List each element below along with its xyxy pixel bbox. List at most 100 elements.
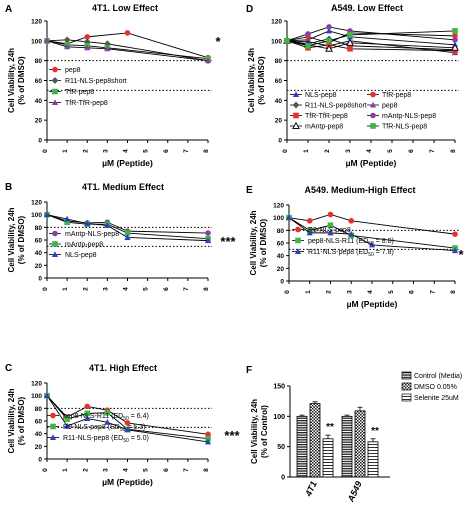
y-tick-label: 100: [31, 38, 42, 45]
bar: [354, 410, 366, 478]
series-line: [46, 40, 209, 62]
data-point: [347, 32, 353, 38]
legend-label: R9-NLS-pep8: [308, 227, 351, 234]
data-point: [452, 37, 458, 43]
legend-marker: [52, 88, 58, 95]
x-tick-label: 3: [346, 290, 353, 294]
legend-label: TfR-pep8: [382, 92, 411, 99]
x-tick-label: 3: [102, 468, 109, 472]
chart-title: 4T1. Medium Effect: [82, 182, 164, 192]
legend-label: R11-NLS-pep8 (ED50 = 7.8): [308, 249, 394, 258]
legend-marker: [52, 230, 58, 237]
x-tick-label: 2: [326, 290, 333, 294]
legend-label: pep8-NLS-R11 (ED50 = 8.8): [308, 238, 394, 247]
legend-marker: [51, 251, 59, 257]
legend-label-part: R9-NLS-pep8 (ED: [63, 424, 120, 431]
x-tick-label: 4: [123, 287, 130, 291]
y-tick-label: 20: [275, 118, 283, 125]
legend-label-part: = 8.8): [374, 238, 394, 245]
data-point: [327, 229, 334, 236]
legend-marker: [50, 412, 56, 419]
data-point: [104, 222, 111, 228]
data-point: [124, 30, 131, 36]
x-tick-label: 3: [345, 149, 352, 153]
x-tick-label: 2: [82, 468, 89, 472]
legend-label: mAntp-pep8: [65, 242, 103, 249]
x-tick-label: 0: [42, 149, 49, 153]
legend-marker: [370, 123, 376, 129]
data-point: [124, 426, 131, 433]
y-tick-label: 0: [38, 276, 42, 283]
chart-title: 4T1. Low Effect: [92, 3, 158, 13]
chart-title: A549. Low Effect: [331, 3, 403, 13]
data-point: [452, 33, 458, 39]
y-axis-label: (% of DMSO): [17, 56, 26, 105]
legend-marker: [52, 241, 58, 247]
bar: [309, 403, 321, 478]
chart-title: A549. Medium-High Effect: [304, 185, 415, 195]
x-tick-label: 4: [123, 149, 130, 153]
x-tick-label: 1: [305, 290, 312, 294]
y-axis-label: (% of Control): [260, 405, 269, 458]
legend-marker: [293, 112, 299, 119]
legend-label: NLS-pep8: [305, 92, 337, 99]
y-tick-label: 120: [31, 381, 42, 388]
y-tick-label: 40: [35, 250, 43, 257]
legend-marker: [369, 101, 377, 108]
panel-letter: F: [246, 365, 252, 376]
legend-label-subscript: 50: [120, 427, 126, 433]
data-point: [205, 230, 211, 236]
panel-d: D A549. Low Effect 0 20 40 60 80 100 120 0 1 2 3 4 5 6 7…: [246, 3, 459, 168]
data-point: [452, 231, 458, 237]
legend-marker: [295, 237, 301, 244]
legend-label-part: pep8-NLS-R11 (ED: [63, 413, 123, 420]
y-tick-label: 100: [31, 393, 42, 400]
data-point: [84, 220, 91, 227]
y-axis-label: Cell Viability, 24h: [7, 207, 16, 272]
legend-marker: [49, 434, 57, 440]
x-tick-label: 7: [183, 149, 190, 153]
x-tick-label: 0: [42, 287, 49, 291]
data-point: [325, 44, 333, 52]
data-point: [451, 247, 459, 254]
significance-annotation: *: [458, 247, 464, 262]
x-tick-label: 0: [284, 290, 291, 294]
y-axis-label: Cell Viability, 24h: [250, 399, 259, 464]
legend-marker: [370, 112, 376, 119]
significance-annotation: **: [371, 426, 379, 437]
legend-label: R11-NLS-pep8short: [65, 78, 127, 85]
x-tick-label: 5: [143, 149, 150, 153]
x-tick-label: 0: [42, 468, 49, 472]
legend-label-subscript: 50: [368, 252, 374, 258]
data-point: [326, 38, 332, 44]
x-tick-label: 5: [388, 290, 395, 294]
legend-label: Selenite 25uM: [414, 395, 459, 402]
data-point: [204, 57, 212, 64]
legend-label-part: = 6.4): [129, 413, 149, 420]
legend-label-part: pep8-NLS-R11 (ED: [308, 238, 368, 245]
legend-label: TfR-pep8: [65, 89, 94, 96]
y-tick-label: 100: [273, 215, 284, 222]
x-tick-label: 6: [163, 149, 170, 153]
data-point: [104, 418, 111, 425]
x-tick-label: 1: [62, 149, 69, 153]
data-point: [346, 38, 354, 46]
x-tick-label: 0: [282, 149, 289, 153]
data-point: [326, 24, 332, 30]
legend-swatch: [401, 371, 412, 380]
legend-label: DMSO 0.05%: [414, 384, 457, 391]
x-tick-label: 8: [450, 149, 457, 153]
data-point: [327, 222, 334, 229]
y-tick-label: 0: [280, 279, 284, 286]
legend-swatch: [401, 393, 412, 402]
data-point: [284, 38, 290, 44]
legend-label: TfR-TfR-pep8: [305, 113, 348, 120]
series-line: [46, 395, 209, 443]
series-line: [286, 38, 456, 51]
x-tick-label: 4: [123, 468, 130, 472]
legend-label: mAntp-pep8: [305, 124, 343, 131]
x-tick-label: 6: [163, 468, 170, 472]
legend-marker: [292, 121, 300, 129]
legend-marker: [292, 101, 300, 109]
panel-f: F 0 50 100 150 Cell Viability, 24h (% of Contr…: [246, 365, 462, 504]
